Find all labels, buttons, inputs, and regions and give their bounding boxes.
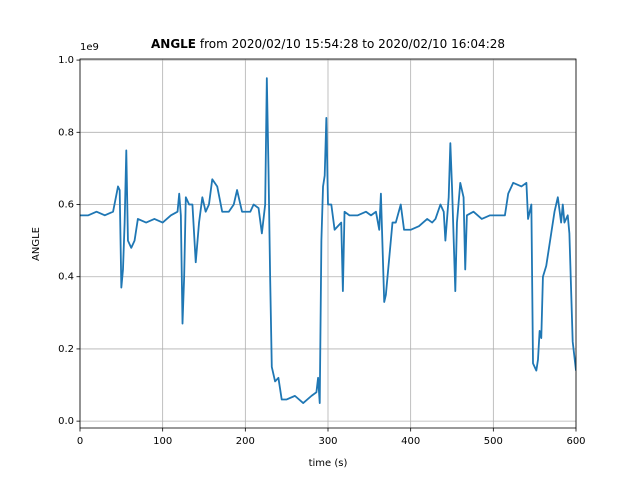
y-tick-label: 0.8 [58,127,74,138]
x-tick-label: 0 [77,436,83,447]
x-axis-label: time (s) [309,458,348,469]
chart-title: ANGLE from 2020/02/10 15:54:28 to 2020/0… [151,37,505,51]
y-tick-label: 0.6 [58,200,74,211]
title-text: from 2020/02/10 15:54:28 to 2020/02/10 1… [200,37,505,51]
data-line [80,77,576,404]
plot-frame [79,58,577,429]
x-tick-label: 600 [566,436,585,447]
title-name: ANGLE [151,37,196,51]
y-tick-label: 0.4 [58,272,74,283]
y-axis-label: ANGLE [31,227,42,261]
y-offset-text: 1e9 [80,42,99,53]
y-tick-label: 0.0 [58,416,74,427]
x-tick-label: 200 [236,436,255,447]
y-tick-label: 0.2 [58,344,74,355]
y-tick-label: 1.0 [58,55,74,66]
x-tick-label: 400 [401,436,420,447]
x-tick-label: 100 [153,436,172,447]
x-tick-label: 500 [484,436,503,447]
x-tick-label: 300 [318,436,337,447]
